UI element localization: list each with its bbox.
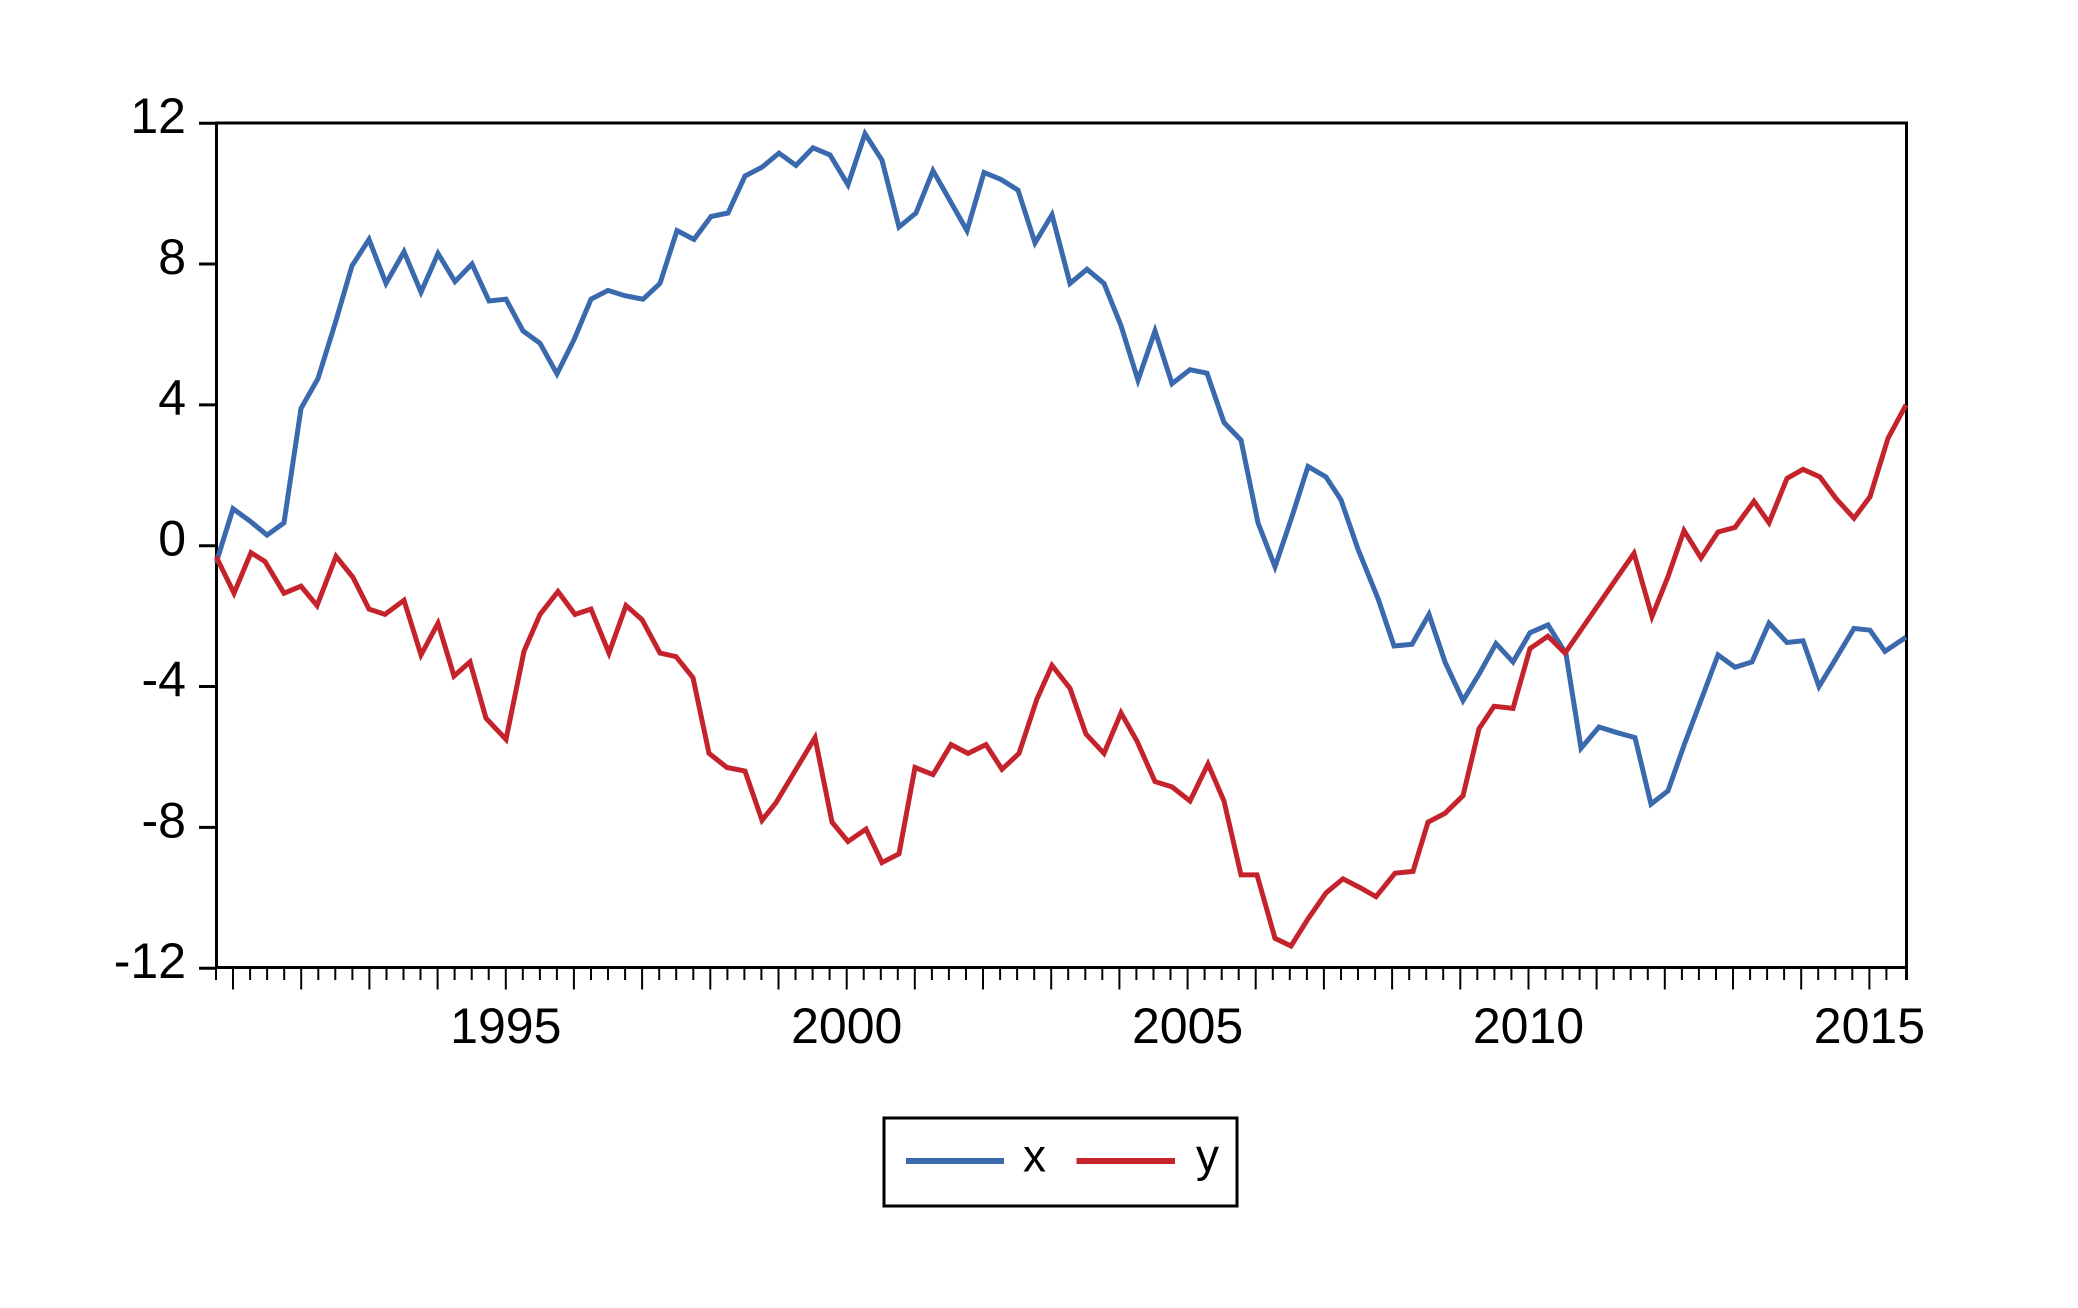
svg-text:8: 8 [158,229,186,285]
svg-text:y: y [1196,1130,1219,1182]
svg-text:2015: 2015 [1814,998,1925,1054]
svg-text:-8: -8 [142,792,186,848]
svg-text:1995: 1995 [450,998,561,1054]
svg-text:12: 12 [130,88,186,144]
svg-text:4: 4 [158,370,186,426]
svg-text:x: x [1023,1130,1046,1182]
svg-text:2000: 2000 [791,998,902,1054]
svg-text:2010: 2010 [1473,998,1584,1054]
svg-text:2005: 2005 [1132,998,1243,1054]
svg-text:0: 0 [158,511,186,567]
svg-text:-12: -12 [114,933,186,989]
svg-text:-4: -4 [142,652,186,708]
